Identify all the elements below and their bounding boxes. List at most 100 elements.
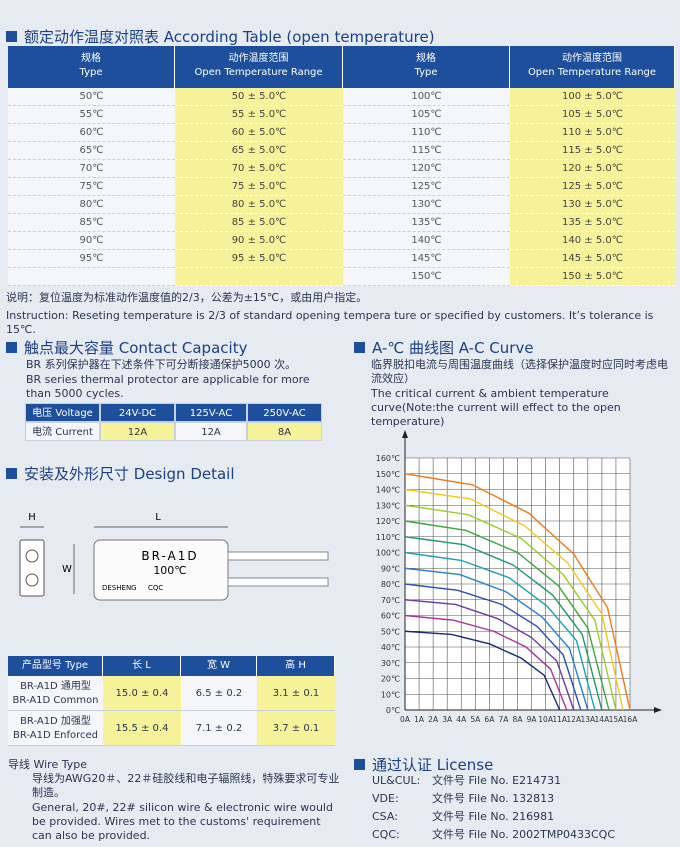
x-tick-label: 10A <box>538 715 554 724</box>
y-tick-label: 80℃ <box>381 580 400 589</box>
text: General, 20#, 22# silicon wire & electro… <box>32 801 333 842</box>
curve <box>404 614 568 711</box>
license-no: 文件号 File No. E214731 <box>432 774 562 787</box>
y-tick-label: 150℃ <box>376 470 400 479</box>
device-mark: CQC <box>148 584 163 592</box>
type-cell: 95℃ <box>8 250 175 268</box>
wire <box>227 551 329 561</box>
curve <box>404 583 582 711</box>
type-cell: 50℃ <box>8 88 175 106</box>
type-cell: 135℃ <box>343 214 510 232</box>
type-cell: 90℃ <box>8 232 175 250</box>
x-tick-label: 5A <box>470 715 481 724</box>
curve <box>404 520 610 711</box>
x-tick-label: 6A <box>484 715 495 724</box>
range-cell: 130 ± 5.0℃ <box>510 196 675 214</box>
text: The critical current & ambient temperatu… <box>371 387 621 428</box>
cell: 8A <box>247 422 322 441</box>
dim-cell: 15.0 ± 0.4 <box>103 676 181 711</box>
section-title: 通过认证 License <box>354 754 493 775</box>
x-tick-label: 13A <box>580 715 596 724</box>
header-zh: 规格 <box>81 53 101 64</box>
curve <box>404 599 575 711</box>
hole <box>25 573 39 587</box>
type-cell: 105℃ <box>343 106 510 124</box>
dim-label: W <box>62 564 72 575</box>
header-en: Type <box>79 67 103 78</box>
header-cell: 长 L <box>103 656 181 676</box>
curve <box>404 473 631 711</box>
y-tick-label: 130℃ <box>376 501 400 510</box>
y-tick-label: 30℃ <box>381 659 400 668</box>
header-cell: 宽 W <box>181 656 257 676</box>
section-title: A-℃ 曲线图 A-C Curve <box>354 337 534 358</box>
y-tick-label: 140℃ <box>376 486 400 495</box>
section-title: 触点最大容量 Contact Capacity <box>6 337 247 358</box>
type-cell: 130℃ <box>343 196 510 214</box>
range-cell: 145 ± 5.0℃ <box>510 250 675 268</box>
type-cell: 120℃ <box>343 160 510 178</box>
license-org: VDE: <box>372 792 399 805</box>
license-no: 文件号 File No. 216981 <box>432 810 555 823</box>
x-tick-label: 0A <box>400 715 411 724</box>
header-zh: 动作温度范围 <box>562 53 622 64</box>
cell: 电压 Voltage <box>25 403 100 422</box>
range-cell: 125 ± 5.0℃ <box>510 178 675 196</box>
range-cell: 105 ± 5.0℃ <box>510 106 675 124</box>
type-cell: 125℃ <box>343 178 510 196</box>
note: Instruction: Reseting temperature is 2/3… <box>6 309 654 336</box>
wire <box>227 577 329 587</box>
license-no: 文件号 File No. 2002TMP0433CQC <box>432 828 616 841</box>
header-en: Open Temperature Range <box>527 67 657 78</box>
dim-cell: 3.7 ± 0.1 <box>257 711 335 746</box>
type-cell: 100℃ <box>343 88 510 106</box>
curve <box>404 630 561 711</box>
x-tick-label: 11A <box>552 715 568 724</box>
x-tick-label: 4A <box>456 715 467 724</box>
dim-label: L <box>155 512 161 523</box>
curve <box>404 551 596 711</box>
range-cell: 85 ± 5.0℃ <box>175 214 343 232</box>
note: 说明：复位温度为标准动作温度值的2/3，公差为±15℃，或由用户指定。 <box>6 291 368 304</box>
y-tick-label: 10℃ <box>381 690 400 699</box>
subtitle: 导线 Wire Type <box>8 758 87 771</box>
range-cell: 150 ± 5.0℃ <box>510 268 675 286</box>
range-cell: 70 ± 5.0℃ <box>175 160 343 178</box>
type-cell: 55℃ <box>8 106 175 124</box>
license-no: 文件号 File No. 132813 <box>432 792 555 805</box>
x-tick-label: 7A <box>498 715 509 724</box>
x-tick-label: 16A <box>623 715 639 724</box>
header-cell: 动作温度范围 Open Temperature Range <box>510 46 675 88</box>
y-tick-label: 60℃ <box>381 612 400 621</box>
ac-chart: 0℃ 10℃ 20℃ 30℃ 40℃ 50℃ 60℃ 70℃ 80℃ 90℃ 100℃ 110℃ 120… <box>376 430 662 724</box>
cell: 电流 Current <box>25 422 100 441</box>
y-tick-label: 120℃ <box>376 517 400 526</box>
type-cell <box>8 268 175 286</box>
range-cell: 120 ± 5.0℃ <box>510 160 675 178</box>
range-cell: 140 ± 5.0℃ <box>510 232 675 250</box>
cell: 12A <box>175 422 247 441</box>
dim-cell: 6.5 ± 0.2 <box>181 676 257 711</box>
license-list: UL&CUL: 文件号 File No. E214731 VDE: 文件号 File … <box>372 774 672 844</box>
dim-cell: 15.5 ± 0.4 <box>103 711 181 746</box>
curve <box>404 536 603 711</box>
text: BR series thermal protector are applicab… <box>26 373 310 400</box>
y-tick-label: 70℃ <box>381 596 400 605</box>
range-cell: 65 ± 5.0℃ <box>175 142 343 160</box>
range-cell: 90 ± 5.0℃ <box>175 232 343 250</box>
header-en: Type <box>414 67 438 78</box>
device-model: BR-A1D <box>141 549 198 563</box>
type-cell: 70℃ <box>8 160 175 178</box>
license-org: CQC: <box>372 828 400 841</box>
range-cell: 95 ± 5.0℃ <box>175 250 343 268</box>
type-cell: 140℃ <box>343 232 510 250</box>
x-tick-label: 15A <box>609 715 625 724</box>
x-tick-label: 3A <box>442 715 453 724</box>
section-title: 额定动作温度对照表 According Table (open temperat… <box>6 26 435 47</box>
dim-label: H <box>28 512 36 523</box>
x-tick-label: 14A <box>595 715 611 724</box>
x-tick-label: 9A <box>527 715 538 724</box>
y-tick-label: 0℃ <box>386 706 400 715</box>
